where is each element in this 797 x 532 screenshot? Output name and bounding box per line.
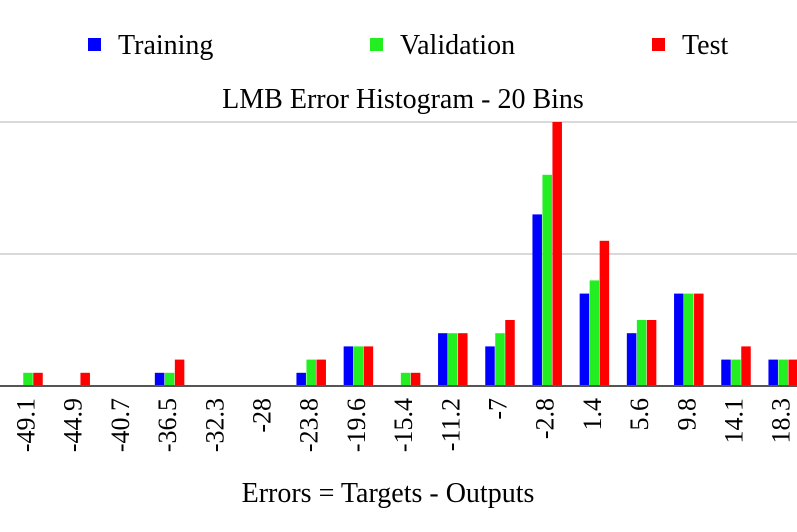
x-tick-label: 5.6 [625, 398, 654, 431]
chart-title: LMB Error Histogram - 20 Bins [222, 84, 584, 115]
x-tick-label: -40.7 [106, 398, 135, 452]
x-tick-label: -23.8 [295, 398, 324, 452]
bars [23, 122, 797, 386]
bar-training-10 [485, 346, 495, 386]
bar-training-13 [626, 333, 637, 386]
bar-validation-10 [495, 333, 505, 386]
x-axis-label: Errors = Targets - Outputs [242, 478, 535, 509]
legend-swatch-validation [370, 38, 383, 51]
bar-test-9 [458, 333, 468, 386]
x-tick-label: -15.4 [389, 398, 418, 452]
bar-test-15 [741, 346, 751, 386]
x-tick-label: -44.9 [59, 398, 88, 452]
gridlines [0, 121, 797, 255]
bar-validation-13 [636, 320, 647, 386]
legend-label-validation: Validation [400, 30, 515, 61]
bar-training-15 [721, 359, 731, 386]
legend-label-test: Test [682, 30, 728, 61]
bar-test-1 [80, 372, 90, 386]
bar-test-6 [316, 359, 326, 386]
bar-test-0 [33, 372, 43, 386]
bar-test-13 [646, 320, 657, 386]
x-tick-label: 14.1 [720, 398, 749, 444]
bar-validation-3 [164, 372, 175, 386]
bar-training-7 [343, 346, 354, 386]
bar-test-8 [410, 372, 421, 386]
bar-training-3 [154, 372, 165, 386]
bar-training-9 [438, 333, 448, 386]
bar-test-10 [505, 320, 515, 386]
x-tick-label: -32.3 [200, 398, 229, 452]
bar-test-7 [363, 346, 374, 386]
x-tick-label: 1.4 [578, 398, 607, 431]
bar-validation-8 [400, 372, 411, 386]
x-tick-label: 9.8 [672, 398, 701, 431]
bar-validation-11 [542, 174, 552, 386]
bar-training-6 [296, 372, 306, 386]
bar-validation-9 [448, 333, 458, 386]
bar-validation-0 [23, 372, 33, 386]
x-tick-label: -19.6 [342, 398, 371, 452]
x-tick-label: -49.1 [12, 398, 41, 452]
legend-swatch-test [652, 38, 665, 51]
bar-training-14 [674, 293, 684, 386]
bar-training-11 [532, 214, 542, 386]
bar-training-16 [768, 359, 778, 386]
bar-validation-14 [684, 293, 694, 386]
x-tick-label: -11.2 [436, 398, 465, 451]
legend-swatch-training [88, 38, 101, 51]
x-tick-label: -7 [484, 398, 513, 420]
x-tick-label: -2.8 [531, 398, 560, 439]
bar-test-12 [599, 240, 610, 386]
legend-label-training: Training [118, 30, 213, 61]
x-tick-labels: -49.1 -44.9 -40.7 -36.5 -32.3 -28 -23.8 -19.6 -1… [12, 398, 796, 452]
bar-training-12 [579, 293, 590, 386]
bar-validation-12 [589, 280, 600, 386]
x-tick-label: -36.5 [153, 398, 182, 452]
x-tick-label: -28 [248, 398, 277, 433]
bar-test-11 [552, 122, 562, 386]
bar-validation-7 [353, 346, 364, 386]
bar-validation-15 [731, 359, 741, 386]
x-tick-label: 18.3 [767, 398, 796, 444]
bar-validation-16 [778, 359, 788, 386]
legend: Training Validation Test [88, 30, 728, 61]
bar-test-3 [174, 359, 185, 386]
bar-test-16 [788, 359, 797, 386]
bar-validation-6 [306, 359, 316, 386]
bar-test-14 [694, 293, 704, 386]
